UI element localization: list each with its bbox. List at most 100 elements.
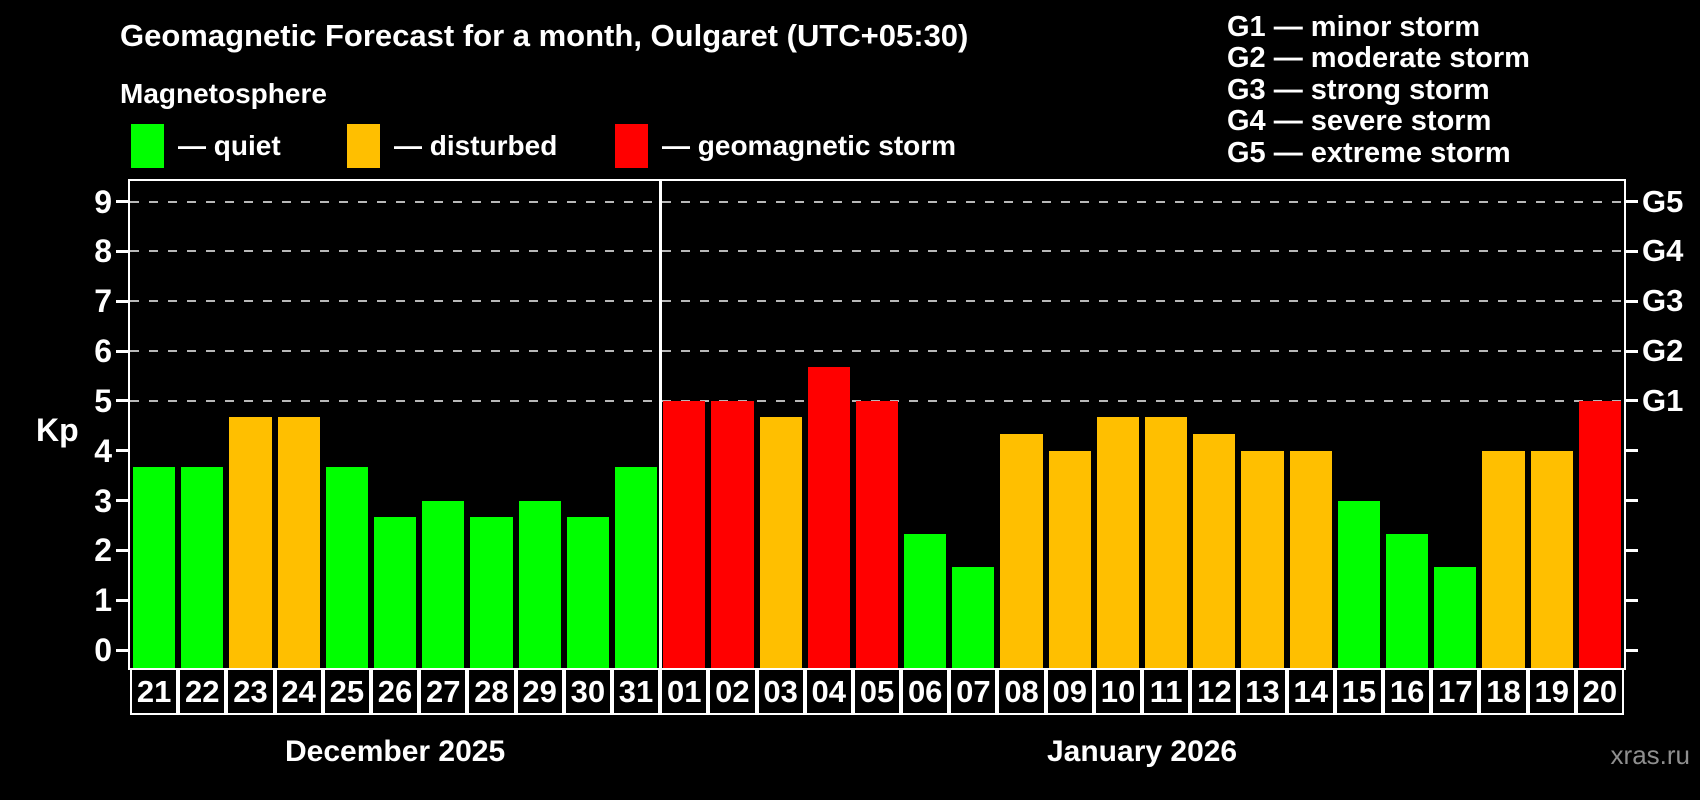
right-tick-kp9 xyxy=(1626,200,1638,204)
day-label-27: 27 xyxy=(419,668,468,715)
y-tick-label-9: 9 xyxy=(94,183,112,220)
kp-bar-19 xyxy=(1530,450,1573,668)
day-label-16: 16 xyxy=(1383,668,1432,715)
kp-bar-13 xyxy=(1241,450,1284,668)
left-tick-kp6 xyxy=(116,349,128,353)
kp-bar-22 xyxy=(181,467,224,668)
kp-bar-01 xyxy=(663,400,706,668)
kp-bar-20 xyxy=(1578,400,1621,668)
left-tick-kp2 xyxy=(116,548,128,552)
kp-bar-23 xyxy=(229,417,272,668)
kp-bar-05 xyxy=(855,400,899,668)
legend-item-storm: — geomagnetic storm xyxy=(615,124,956,168)
day-label-19: 19 xyxy=(1527,668,1576,715)
y-tick-label-0: 0 xyxy=(94,632,112,668)
month-label-1: January 2026 xyxy=(1046,735,1238,768)
day-label-23: 23 xyxy=(226,668,275,715)
g-legend-line-g3: G3 — strong storm xyxy=(1227,73,1490,106)
watermark: xras.ru xyxy=(1610,740,1690,770)
y-tick-label-3: 3 xyxy=(94,482,112,519)
day-label-07: 07 xyxy=(949,668,998,715)
day-label-05: 05 xyxy=(852,668,902,715)
day-label-31: 31 xyxy=(611,668,661,715)
y-tick-label-7: 7 xyxy=(94,283,112,320)
gridline-kp8 xyxy=(130,250,1624,253)
legend-item-quiet: — quiet xyxy=(131,124,281,168)
gridline-kp9 xyxy=(130,200,1624,203)
kp-bar-15 xyxy=(1337,500,1381,668)
kp-bar-03 xyxy=(759,417,802,668)
day-label-24: 24 xyxy=(274,668,323,715)
right-tick-kp0 xyxy=(1626,648,1638,652)
kp-bar-02 xyxy=(711,400,754,668)
y-tick-label-2: 2 xyxy=(94,532,112,569)
right-tick-kp4 xyxy=(1626,449,1638,453)
kp-bar-21 xyxy=(133,467,176,668)
kp-bar-29 xyxy=(518,500,561,668)
g-scale-label-g5: G5 xyxy=(1642,183,1684,219)
right-tick-kp8 xyxy=(1626,249,1638,253)
g-legend-line-g4: G4 — severe storm xyxy=(1227,105,1492,138)
kp-bar-16 xyxy=(1386,533,1429,668)
right-tick-kp7 xyxy=(1626,299,1638,303)
y-tick-label-6: 6 xyxy=(94,333,112,370)
month-label-0: December 2025 xyxy=(284,735,506,768)
day-label-11: 11 xyxy=(1142,668,1191,715)
kp-bar-07 xyxy=(952,566,995,668)
kp-bar-30 xyxy=(566,516,609,668)
day-label-12: 12 xyxy=(1190,668,1239,715)
g-legend-line-g2: G2 — moderate storm xyxy=(1227,42,1530,75)
kp-bar-25 xyxy=(325,467,368,668)
kp-bar-14 xyxy=(1289,450,1332,668)
legend-label-quiet: — quiet xyxy=(178,130,281,161)
kp-bar-09 xyxy=(1048,450,1091,668)
g-legend-line-g1: G1 — minor storm xyxy=(1227,11,1480,43)
gridline-kp7 xyxy=(130,300,1624,303)
day-label-10: 10 xyxy=(1093,668,1143,715)
plot-left-axis-line xyxy=(128,179,130,670)
kp-bar-04 xyxy=(807,367,850,668)
day-label-02: 02 xyxy=(708,668,757,715)
g-legend-line-g5: G5 — extreme storm xyxy=(1227,136,1511,169)
legend-label-storm: — geomagnetic storm xyxy=(662,130,957,161)
right-tick-kp5 xyxy=(1626,399,1638,403)
right-tick-kp6 xyxy=(1626,349,1638,353)
storm-color-swatch xyxy=(615,124,648,168)
kp-bar-31 xyxy=(614,467,658,668)
day-label-14: 14 xyxy=(1286,668,1335,715)
day-label-30: 30 xyxy=(563,668,612,715)
day-label-20: 20 xyxy=(1575,668,1624,715)
day-label-09: 09 xyxy=(1045,668,1094,715)
plot-right-axis-line xyxy=(1624,179,1626,670)
day-label-01: 01 xyxy=(660,668,709,715)
subtitle: Magnetosphere xyxy=(120,78,327,109)
g-scale-label-g2: G2 xyxy=(1642,333,1684,369)
kp-bar-11 xyxy=(1145,417,1188,668)
day-label-17: 17 xyxy=(1431,668,1480,715)
left-tick-kp4 xyxy=(116,449,128,453)
right-tick-kp3 xyxy=(1626,499,1638,502)
gridline-kp6 xyxy=(130,350,1624,353)
day-label-26: 26 xyxy=(370,668,420,715)
kp-bar-18 xyxy=(1482,450,1525,668)
page-title: Geomagnetic Forecast for a month, Oulgar… xyxy=(120,18,969,53)
left-tick-kp9 xyxy=(116,200,128,204)
kp-bar-12 xyxy=(1193,434,1236,668)
disturbed-color-swatch xyxy=(347,124,380,168)
kp-bar-chart xyxy=(130,181,1624,668)
kp-bar-06 xyxy=(904,533,947,668)
day-label-18: 18 xyxy=(1479,668,1528,715)
day-label-13: 13 xyxy=(1238,668,1287,715)
day-label-29: 29 xyxy=(515,668,564,715)
legend-item-disturbed: — disturbed xyxy=(347,124,557,168)
day-label-25: 25 xyxy=(322,668,371,715)
left-tick-kp0 xyxy=(116,648,128,652)
day-label-21: 21 xyxy=(130,668,179,715)
kp-bar-10 xyxy=(1096,417,1140,668)
y-tick-label-1: 1 xyxy=(94,582,112,619)
right-tick-kp1 xyxy=(1626,598,1638,602)
day-label-15: 15 xyxy=(1334,668,1384,715)
y-axis-title: Kp xyxy=(36,412,79,448)
quiet-color-swatch xyxy=(131,124,164,168)
